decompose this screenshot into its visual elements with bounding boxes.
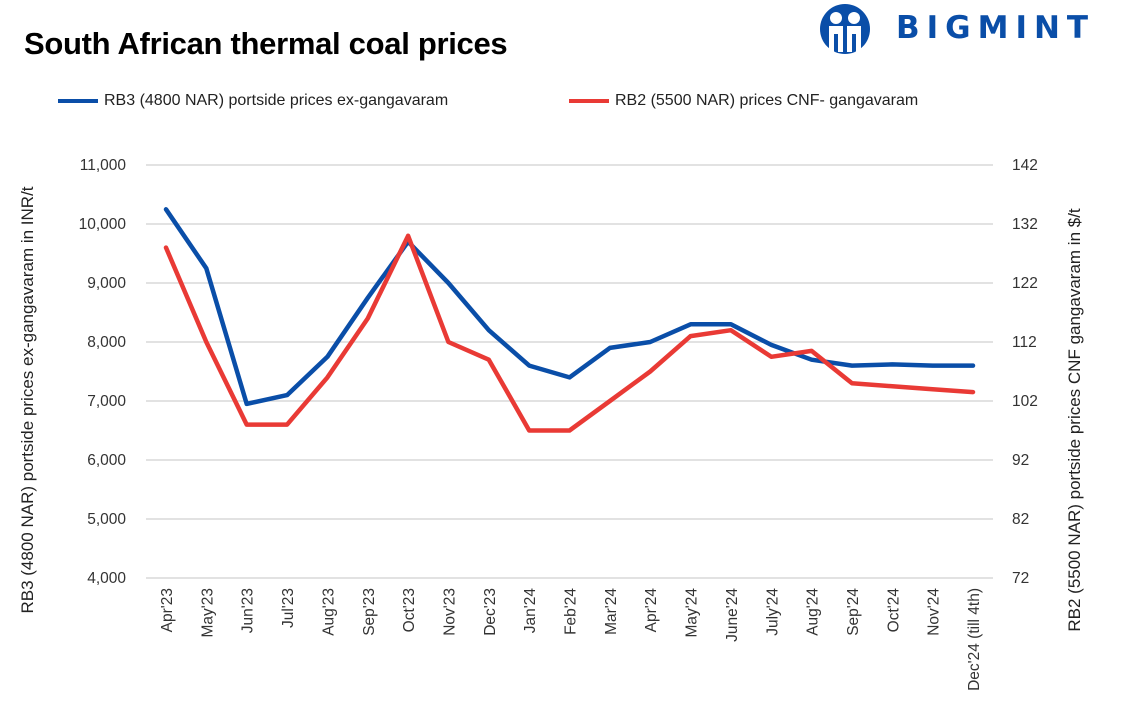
y-tick-label: 6,000 [87,452,126,469]
x-tick-label: Aug'23 [320,588,337,636]
x-tick-label: Oct'23 [401,588,418,632]
y2-tick-label: 92 [1012,452,1029,469]
x-tick-label: May'24 [684,588,701,638]
legend-label: RB2 (5500 NAR) prices CNF- gangavaram [615,92,919,109]
legend-item-rb3: RB3 (4800 NAR) portside prices ex-gangav… [58,92,448,110]
x-tick-label: Aug'24 [805,588,822,636]
x-tick-label: Apr'23 [159,588,176,632]
y2-tick-label: 72 [1012,570,1029,587]
x-tick-label: Oct'24 [885,588,902,633]
x-tick-label: Jun'23 [240,588,257,633]
legend-label: RB3 (4800 NAR) portside prices ex-gangav… [104,92,449,109]
x-tick-label: Sep'24 [845,588,862,636]
x-tick-label: June'24 [724,588,741,642]
legend-item-rb2: RB2 (5500 NAR) prices CNF- gangavaram [569,92,918,110]
x-tick-label: Jan'24 [522,588,539,634]
y-tick-label: 9,000 [87,275,126,292]
logo-emblem-icon [820,4,870,54]
y2-tick-label: 82 [1012,511,1029,528]
series-line-rb3 [163,207,976,407]
chart-title: South African thermal coal prices [24,26,508,61]
y-tick-label: 5,000 [87,511,126,528]
x-tick-label: Mar'24 [603,588,620,635]
y2-axis-title: RB2 (5500 NAR) portside prices CNF ganga… [1065,208,1084,632]
x-tick-label: Nov'23 [441,588,458,636]
x-tick-label: Dec'23 [482,588,499,636]
x-tick-label: Nov'24 [926,588,943,636]
x-tick-label: July'24 [764,588,781,636]
y2-tick-label: 102 [1012,393,1038,410]
y-axis-title: RB3 (4800 NAR) portside prices ex-gangav… [18,186,37,613]
x-tick-label: Apr'24 [643,588,660,633]
y2-tick-label: 112 [1012,334,1037,351]
x-tick-label: Feb'24 [563,588,580,635]
y-tick-label: 4,000 [87,570,126,587]
legend-swatch-red [569,99,609,103]
x-tick-label: Jul'23 [280,588,297,628]
y-tick-label: 8,000 [87,334,126,351]
y-tick-label: 7,000 [87,393,126,410]
logo-text: BIGMINT [896,10,1096,46]
y2-tick-label: 122 [1012,275,1038,292]
y2-tick-label: 132 [1012,216,1038,233]
bigmint-logo: BIGMINT [818,4,1128,54]
y-tick-label: 10,000 [79,216,127,233]
y-tick-label: 11,000 [80,157,127,174]
y2-tick-label: 142 [1012,157,1038,174]
x-tick-label: Sep'23 [361,588,378,636]
x-tick-label: Dec'24 (till 4th) [966,588,983,691]
x-tick-label: May'23 [199,588,216,637]
legend-swatch-blue [58,99,98,103]
